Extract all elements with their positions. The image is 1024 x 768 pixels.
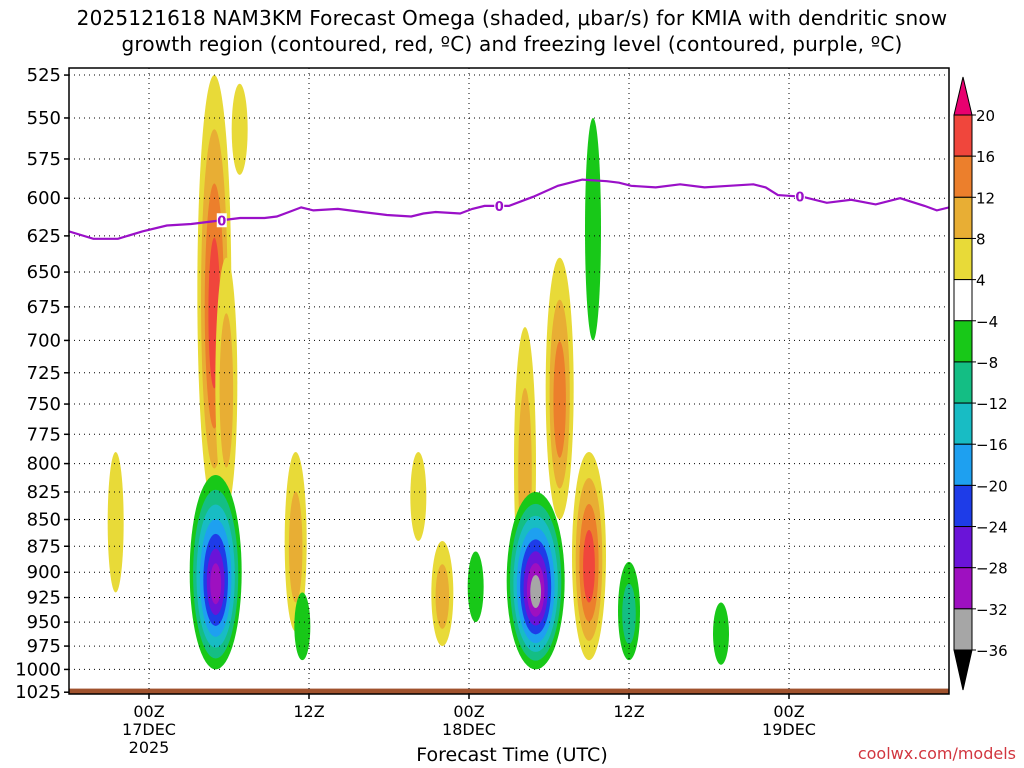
- y-tick-label-1000: 1000: [15, 659, 61, 680]
- colorbar-label-0: 20: [976, 107, 995, 125]
- omega-feature-1-level-0: [231, 83, 248, 175]
- y-tick-label-750: 750: [27, 394, 61, 415]
- colorbar-label-2: 12: [976, 189, 995, 207]
- omega-feature-10-level-6: [210, 563, 222, 605]
- colorbar-bin-10: [953, 526, 973, 569]
- grid-lines: [69, 68, 949, 694]
- colorbar-bin-5: [953, 320, 973, 363]
- y-tick-label-925: 925: [27, 588, 61, 609]
- x-tick-label-4-0: 00Z: [773, 702, 804, 721]
- omega-feature-12-level-0: [294, 592, 311, 661]
- colorbar-bin-12: [953, 608, 973, 651]
- y-tick-label-675: 675: [27, 297, 61, 318]
- freezing-level-label-0: 0: [217, 214, 226, 229]
- omega-shading: [107, 75, 729, 670]
- x-axis-title: Forecast Time (UTC): [416, 744, 608, 766]
- y-tick-label-600: 600: [27, 188, 61, 209]
- omega-feature-9-level-1: [435, 564, 450, 629]
- colorbar-top-triangle: [953, 76, 973, 116]
- y-tick-label-975: 975: [27, 636, 61, 657]
- plot-frame: [68, 67, 950, 695]
- colorbar-label-12: −32: [976, 601, 1008, 619]
- colorbar-label-1: 16: [976, 148, 995, 166]
- y-tick-label-950: 950: [27, 612, 61, 633]
- colorbar-bin-7: [953, 402, 973, 445]
- omega-feature-14-level-0: [585, 117, 601, 341]
- ground-strip: [69, 688, 949, 694]
- freezing-label-bg-1: [494, 198, 505, 213]
- colorbar-label-8: −16: [976, 436, 1008, 454]
- omega-feature-16-level-0: [713, 602, 729, 665]
- x-tick-label-2-1: 18DEC: [442, 720, 496, 739]
- y-tick-label-775: 775: [27, 424, 61, 445]
- y-tick-label-625: 625: [27, 226, 61, 247]
- colorbar: 20 16 12 8 4 −4 −8 −12 −16 −20 −24 −28 −32 −36: [953, 76, 1008, 691]
- freezing-level-label-1: 0: [495, 200, 504, 215]
- omega-feature-6-level-2: [553, 341, 566, 458]
- colorbar-label-3: 8: [976, 230, 986, 248]
- colorbar-bin-9: [953, 484, 973, 528]
- colorbar-bin-4: [953, 279, 973, 322]
- freezing-level-contour: 0 0 0: [69, 178, 949, 240]
- colorbar-bin-8: [953, 443, 973, 486]
- colorbar-label-5: −4: [976, 313, 998, 331]
- x-tick-label-0-2: 2025: [129, 738, 170, 757]
- colorbar-bin-2: [953, 196, 973, 239]
- colorbar-label-9: −20: [976, 477, 1008, 495]
- colorbar-bin-6: [953, 361, 973, 404]
- colorbar-label-6: −8: [976, 354, 998, 372]
- y-tick-label-900: 900: [27, 562, 61, 583]
- omega-feature-11-level-7: [530, 575, 542, 609]
- omega-feature-2-level-1: [219, 313, 234, 468]
- credit-link[interactable]: coolwx.com/models: [857, 744, 1016, 763]
- freezing-level-label-2: 0: [795, 191, 804, 206]
- colorbar-bin-1: [953, 155, 973, 198]
- y-tick-label-850: 850: [27, 510, 61, 531]
- x-tick-label-1-0: 12Z: [293, 702, 324, 721]
- colorbar-label-11: −28: [976, 560, 1008, 578]
- x-tick-label-3-0: 12Z: [613, 702, 644, 721]
- x-tick-label-2-0: 00Z: [453, 702, 484, 721]
- x-tick-label-4-1: 19DEC: [762, 720, 816, 739]
- x-tick-label-0-0: 00Z: [133, 702, 164, 721]
- y-tick-label-700: 700: [27, 330, 61, 351]
- y-tick-label-875: 875: [27, 536, 61, 557]
- omega-feature-7-level-3: [583, 530, 595, 603]
- colorbar-bin-3: [953, 237, 973, 281]
- y-tick-label-650: 650: [27, 262, 61, 283]
- y-axis: 525 550 575 600 625 650 675 700 725 750 775 800 825 8…: [15, 65, 69, 703]
- chart-title-line1: 2025121618 NAM3KM Forecast Omega (shaded…: [76, 6, 948, 30]
- colorbar-label-4: 4: [976, 272, 986, 290]
- freezing-label-bg-2: [794, 189, 805, 204]
- y-tick-label-525: 525: [27, 65, 61, 86]
- colorbar-label-10: −24: [976, 519, 1008, 537]
- y-tick-label-725: 725: [27, 363, 61, 384]
- y-tick-label-825: 825: [27, 482, 61, 503]
- y-tick-label-800: 800: [27, 454, 61, 475]
- y-tick-label-550: 550: [27, 108, 61, 129]
- y-tick-label-1025: 1025: [15, 682, 61, 703]
- colorbar-label-13: −36: [976, 642, 1008, 660]
- omega-feature-4-level-0: [107, 451, 124, 593]
- ground-fill: [69, 688, 949, 694]
- colorbar-bin-11: [953, 567, 973, 610]
- colorbar-bin-0: [953, 114, 973, 157]
- omega-feature-3-level-1: [288, 491, 303, 603]
- y-tick-label-575: 575: [27, 149, 61, 170]
- x-tick-label-0-1: 17DEC: [122, 720, 176, 739]
- omega-feature-13-level-0: [467, 551, 484, 623]
- freezing-label-bg-0: [216, 213, 227, 228]
- colorbar-bottom-triangle: [953, 649, 973, 691]
- omega-feature-8-level-0: [410, 451, 427, 541]
- chart-title-line2: growth region (contoured, red, ºC) and f…: [121, 32, 903, 56]
- colorbar-label-7: −12: [976, 395, 1008, 413]
